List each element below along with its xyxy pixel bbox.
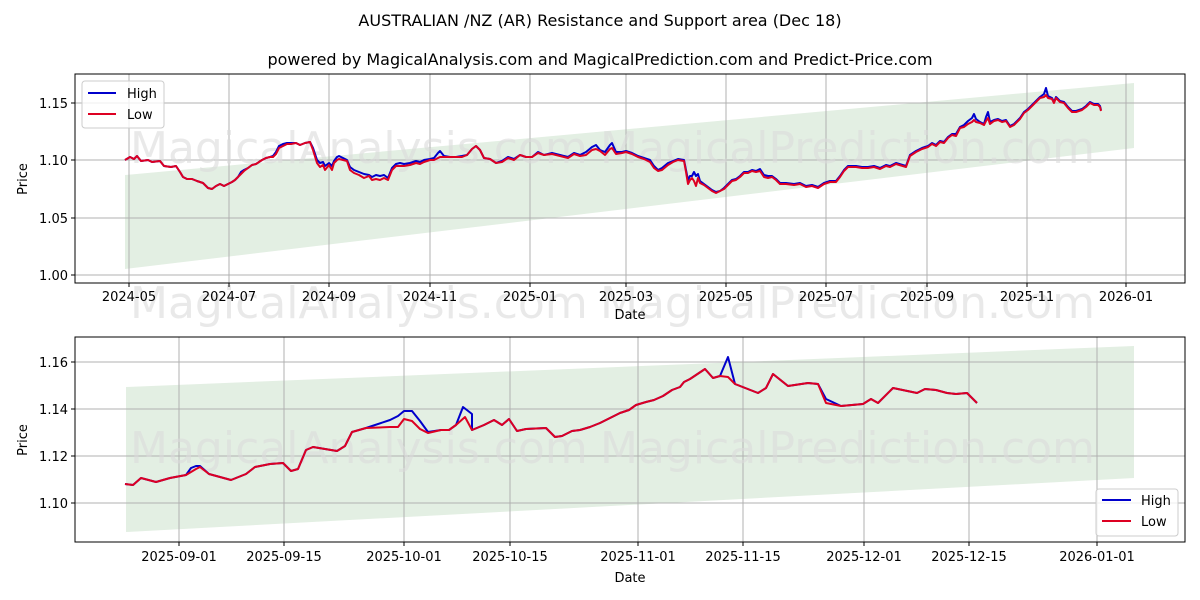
legend-high-label: High (1141, 494, 1171, 509)
top-legend: High Low (81, 80, 165, 129)
y-tick-label: 1.12 (39, 450, 68, 465)
y-tick-label: 1.10 (39, 154, 68, 169)
x-tick-label: 2025-11-01 (600, 550, 676, 565)
x-tick-label: 2024-09 (302, 290, 356, 305)
top-axes-frame (74, 73, 1186, 284)
top-support-resistance-band (125, 83, 1134, 269)
bottom-x-tick-labels: 2025-09-01 2025-09-15 2025-10-01 2025-10… (141, 550, 1135, 565)
x-tick-label: 2025-09-15 (246, 550, 322, 565)
watermark-text: MagicalAnalysis.com (130, 123, 588, 174)
bottom-y-tick-labels: 1.16 1.14 1.12 1.10 (39, 356, 68, 512)
top-x-tick-labels: 2024-05 2024-07 2024-09 2024-11 2025-01 … (102, 290, 1153, 305)
x-tick-label: 2026-01 (1099, 290, 1153, 305)
bottom-x-axis-label: Date (614, 571, 645, 586)
top-low-line (124, 94, 1102, 194)
x-tick-label: 2026-01-01 (1059, 550, 1135, 565)
chart-subtitle: powered by MagicalAnalysis.com and Magic… (267, 50, 933, 69)
chart-title: AUSTRALIAN /NZ (AR) Resistance and Suppo… (358, 11, 842, 30)
y-tick-label: 1.14 (39, 403, 68, 418)
x-tick-label: 2025-10-01 (366, 550, 442, 565)
x-tick-label: 2025-12-15 (931, 550, 1007, 565)
bottom-support-resistance-band (126, 346, 1134, 532)
y-tick-label: 1.10 (39, 497, 68, 512)
x-tick-label: 2025-07 (799, 290, 853, 305)
x-tick-label: 2024-07 (202, 290, 256, 305)
bottom-low-line (124, 368, 978, 486)
watermark-text: MagicalAnalysis.com (130, 423, 588, 474)
x-tick-label: 2024-05 (102, 290, 156, 305)
bottom-chart: MagicalAnalysis.com MagicalPrediction.co… (16, 336, 1186, 586)
x-tick-label: 2025-05 (699, 290, 753, 305)
bottom-legend: High Low (1095, 488, 1179, 537)
watermark-text: MagicalAnalysis.com (130, 278, 588, 329)
legend-low-label: Low (127, 108, 153, 123)
watermark-text: MagicalPrediction.com (600, 278, 1095, 329)
top-chart: MagicalAnalysis.com MagicalPrediction.co… (16, 73, 1186, 329)
y-tick-label: 1.00 (39, 269, 68, 284)
legend-high-label: High (127, 87, 157, 102)
x-tick-label: 2025-09-01 (141, 550, 217, 565)
watermark-text: MagicalPrediction.com (600, 423, 1095, 474)
y-tick-label: 1.15 (39, 97, 68, 112)
bottom-y-axis-label: Price (16, 424, 31, 456)
x-tick-label: 2024-11 (403, 290, 457, 305)
y-tick-label: 1.16 (39, 356, 68, 371)
x-tick-label: 2025-11 (1000, 290, 1054, 305)
x-tick-label: 2025-01 (503, 290, 557, 305)
y-tick-label: 1.05 (39, 212, 68, 227)
bottom-axes-frame (74, 336, 1186, 543)
x-tick-label: 2025-03 (599, 290, 653, 305)
top-y-axis-label: Price (16, 163, 31, 195)
top-y-tick-labels: 1.15 1.10 1.05 1.00 (39, 97, 68, 284)
top-x-axis-label: Date (614, 308, 645, 323)
x-tick-label: 2025-11-15 (705, 550, 781, 565)
legend-low-label: Low (1141, 515, 1167, 530)
x-tick-label: 2025-10-15 (472, 550, 548, 565)
x-tick-label: 2025-09 (900, 290, 954, 305)
x-tick-label: 2025-12-01 (826, 550, 902, 565)
